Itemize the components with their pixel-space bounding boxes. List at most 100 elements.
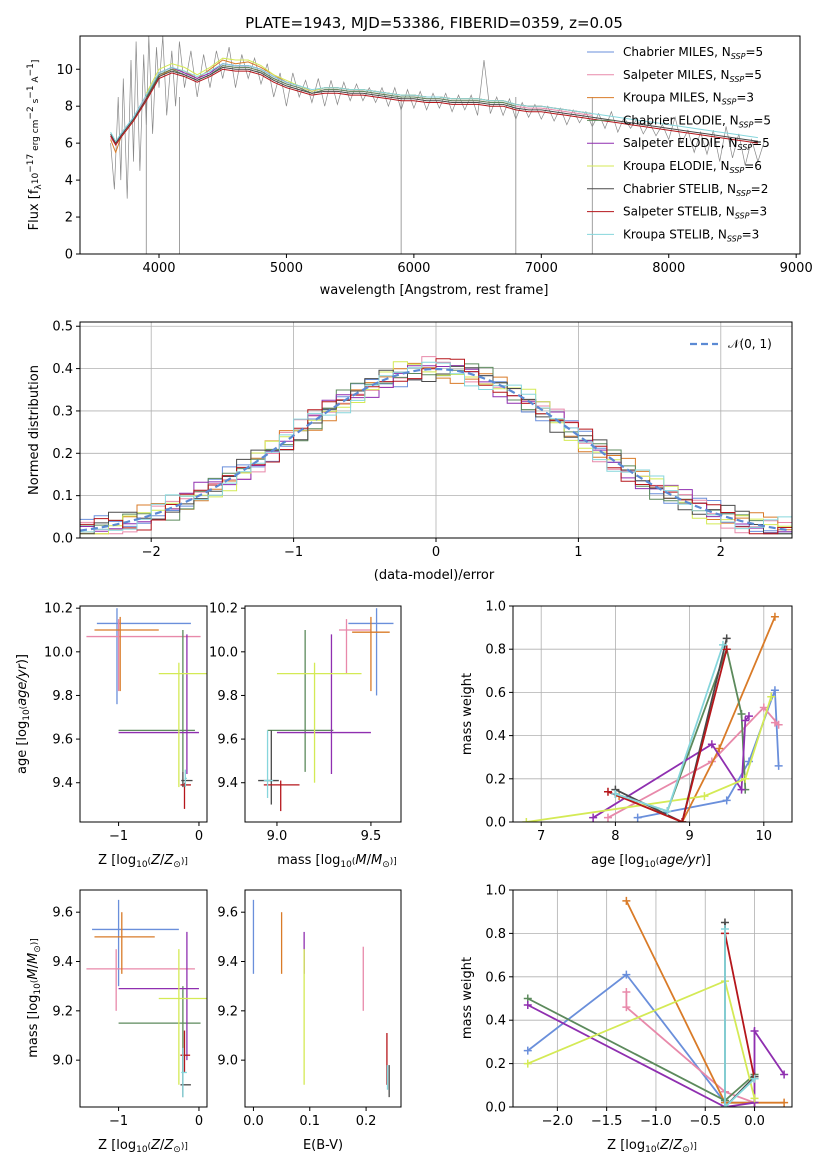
residuals-frame [79,321,793,539]
residuals-ytick-label: 0.2 [52,447,73,462]
weight-vs-age-plot [522,612,783,822]
weight-vs-Z-frame [512,889,793,1108]
weight-vs-Z-ytick-label: 0.0 [485,1101,506,1116]
age-vs-mass-ytick-label: 10.2 [209,602,238,617]
weight-vs-Z-series-0 [527,973,755,1104]
weight-vs-Z-marker [523,1046,532,1055]
age-vs-mass-xtick-label: 9.0 [267,829,288,844]
residuals-ylabel: Normed distribution [27,365,42,495]
weight-vs-Z-xtick-label: −1.0 [640,1114,672,1129]
weight-vs-age-marker [770,686,779,695]
weight-vs-Z-marker [622,896,631,905]
age-vs-mass-ytick-label: 10.0 [209,645,238,660]
weight-vs-age-marker [715,744,724,753]
model-spectrum-4 [145,63,516,105]
weight-vs-age-marker [722,645,731,654]
weight-vs-age-ytick-label: 0.8 [485,643,506,658]
weight-vs-Z-marker [750,1094,759,1103]
age-vs-Z-axes: −1 0 9.4 9.6 9.8 10.0 10.2 [44,602,203,844]
weight-vs-age-xtick-label: 7 [537,829,545,844]
mass-vs-ebv-ytick-label: 9.4 [217,955,238,970]
mass-vs-ebv-axes: 0.0 0.1 0.2 9.0 9.2 9.4 9.6 [217,906,376,1129]
weight-vs-Z-ylabel: mass weight [460,957,475,1039]
age-vs-mass-xtick-label: 9.5 [361,829,382,844]
weight-vs-Z-ytick-label: 0.8 [485,927,506,942]
residual-histogram-6 [80,365,792,538]
weight-vs-age-marker [722,796,731,805]
residuals-ytick-label: 0.0 [52,532,73,547]
weight-vs-age-marker [737,710,746,718]
legend-entry: Kroupa ELODIE, NSSP=6 [623,159,762,175]
observed-spectrum [110,36,765,199]
age-vs-Z-ytick-label: 9.8 [52,689,73,704]
spectrum-ytick-label: 4 [65,174,73,189]
legend-entry: Chabrier STELIB, NSSP=2 [623,182,768,198]
weight-vs-Z-marker [750,1027,759,1036]
spectrum-legend: Chabrier MILES, NSSP=5 Salpeter MILES, NS… [587,45,771,243]
spectrum-ytick-label: 2 [65,211,73,226]
weight-vs-age-ytick-label: 1.0 [485,600,506,615]
weight-vs-age-marker [633,813,642,822]
residuals-ytick-label: 0.4 [52,362,73,377]
mass-vs-ebv-frame [244,889,402,1108]
residuals-ytick-label: 0.1 [52,489,73,504]
weight-vs-Z-xtick-label: −0.5 [689,1114,721,1129]
mass-vs-ebv-ytick-label: 9.0 [217,1054,238,1069]
weight-vs-Z-marker [622,1003,631,1012]
age-vs-mass-axes: 9.0 9.5 9.4 9.6 9.8 10.0 10.2 [209,602,381,844]
residuals-ytick-label: 0.5 [52,320,73,335]
spectrum-xtick-label: 9000 [780,261,813,276]
weight-vs-age-ytick-label: 0.4 [485,729,506,744]
legend-entry: Chabrier ELODIE, NSSP=5 [623,113,771,129]
age-vs-Z-ylabel: age [log10(age/yr)] [15,654,32,774]
legend-entry: Salpeter MILES, NSSP=5 [623,68,762,84]
age-vs-Z-ytick-label: 9.4 [52,776,73,791]
spectrum-xtick-label: 6000 [397,261,430,276]
weight-vs-Z-marker [523,1001,532,1010]
weight-vs-age-ytick-label: 0.2 [485,772,506,787]
weight-vs-age-marker [718,640,727,649]
age-vs-mass-frame [244,605,402,823]
residuals-xlabel: (data-model)/error [374,568,495,583]
residuals-xtick-label: −1 [284,545,303,560]
model-spectrum-8 [110,63,758,143]
age-vs-Z-frame [79,605,208,823]
weight-vs-Z-ytick-label: 1.0 [485,884,506,899]
mass-vs-Z-ytick-label: 9.0 [52,1054,73,1069]
mass-vs-Z-ytick-label: 9.4 [52,955,73,970]
weight-vs-age-marker [678,818,687,822]
weight-vs-Z-marker [523,1059,532,1068]
weight-vs-Z-xlabel: Z [log10(Z/Z⊙)] [607,1138,697,1155]
weight-vs-age-marker [663,807,672,816]
weight-vs-age-ytick-label: 0.0 [485,816,506,831]
residuals-xtick-label: 2 [717,545,725,560]
weight-vs-Z-marker [780,1098,789,1107]
weight-vs-Z-xtick-label: 0.0 [744,1114,765,1129]
weight-vs-age-ytick-label: 0.6 [485,686,506,701]
weight-vs-age-marker [737,785,746,794]
weight-vs-age-marker [770,718,779,727]
age-vs-Z-xtick-label: 0 [195,829,203,844]
spectrum-ytick-label: 6 [65,137,73,152]
weight-vs-age-ylabel: mass weight [460,673,475,755]
spectrum-xtick-label: 5000 [270,261,303,276]
age-vs-Z-ytick-label: 10.0 [44,645,73,660]
mass-vs-Z-xtick-label: 0 [195,1114,203,1129]
mass-vs-ebv-xtick-label: 0.1 [299,1114,320,1129]
mass-vs-ebv-xtick-label: 0.2 [356,1114,377,1129]
weight-vs-Z-ytick-label: 0.2 [485,1057,506,1072]
spectrum-xtick-label: 8000 [652,261,685,276]
spectrum-ytick-label: 0 [65,248,73,263]
spectrum-xtick-label: 4000 [142,261,175,276]
weight-vs-age-marker [774,761,783,770]
legend-entry: Salpeter ELODIE, NSSP=5 [623,136,770,152]
weight-vs-Z-series-5 [527,979,756,1099]
legend-entry: Kroupa STELIB, NSSP=3 [623,227,759,243]
mass-vs-Z-xtick-label: −1 [109,1114,128,1129]
residuals-legend-label: 𝒩(0, 1) [728,337,772,351]
age-vs-Z-ytick-label: 10.2 [44,602,73,617]
residuals-xtick-label: −2 [142,545,161,560]
weight-vs-Z-marker [750,1074,759,1083]
weight-vs-Z-marker [720,925,729,934]
weight-vs-age-xtick-label: 10 [756,829,773,844]
